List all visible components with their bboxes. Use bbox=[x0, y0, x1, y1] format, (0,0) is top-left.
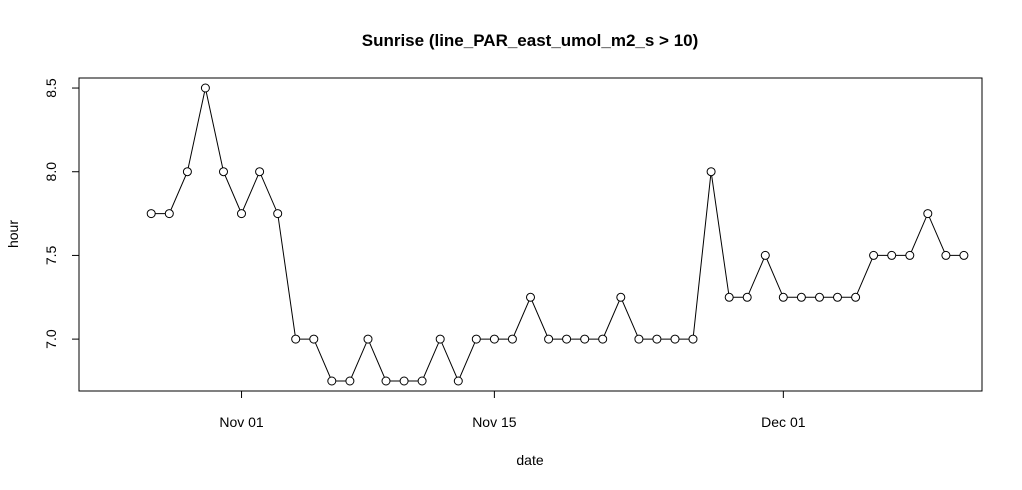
data-point bbox=[164, 209, 174, 219]
data-point bbox=[273, 209, 283, 219]
data-point bbox=[345, 376, 355, 386]
data-point bbox=[363, 334, 373, 344]
x-tick-label: Nov 15 bbox=[472, 414, 517, 430]
data-point bbox=[887, 250, 897, 260]
y-tick-label: 8.0 bbox=[43, 162, 59, 182]
data-point bbox=[507, 334, 517, 344]
x-axis-label: date bbox=[516, 452, 543, 468]
data-point bbox=[778, 292, 788, 302]
data-point bbox=[742, 292, 752, 302]
data-point bbox=[381, 376, 391, 386]
y-tick-label: 7.5 bbox=[43, 245, 59, 265]
y-tick-label: 8.5 bbox=[43, 78, 59, 98]
data-point bbox=[453, 376, 463, 386]
data-point bbox=[291, 334, 301, 344]
data-point bbox=[489, 334, 499, 344]
data-point bbox=[435, 334, 445, 344]
data-point bbox=[724, 292, 734, 302]
data-point bbox=[905, 250, 915, 260]
data-point bbox=[652, 334, 662, 344]
y-axis-label: hour bbox=[5, 220, 21, 248]
data-point bbox=[796, 292, 806, 302]
data-point bbox=[417, 376, 427, 386]
data-point bbox=[616, 292, 626, 302]
series-line bbox=[151, 87, 964, 383]
x-axis: Nov 01 Nov 15 Dec 01 bbox=[219, 390, 806, 430]
data-point bbox=[146, 209, 156, 219]
y-axis: 7.0 7.5 8.0 8.5 bbox=[43, 78, 80, 349]
data-point bbox=[869, 250, 879, 260]
data-point bbox=[851, 292, 861, 302]
data-point bbox=[941, 250, 951, 260]
data-point bbox=[237, 209, 246, 219]
data-point bbox=[959, 250, 969, 260]
data-point bbox=[219, 167, 228, 177]
chart-title: Sunrise (line_PAR_east_umol_m2_s > 10) bbox=[362, 31, 699, 50]
data-point bbox=[471, 334, 481, 344]
data-point bbox=[706, 167, 716, 177]
data-point bbox=[688, 334, 698, 344]
data-point bbox=[562, 334, 572, 344]
data-point bbox=[598, 334, 608, 344]
data-point bbox=[833, 292, 842, 302]
data-point bbox=[526, 292, 535, 302]
data-point bbox=[327, 376, 337, 386]
data-point bbox=[544, 334, 554, 344]
plot-frame bbox=[78, 77, 983, 392]
data-point bbox=[670, 334, 680, 344]
x-tick-label: Dec 01 bbox=[761, 414, 806, 430]
data-point bbox=[634, 334, 644, 344]
data-point bbox=[200, 83, 210, 93]
y-tick-label: 7.0 bbox=[43, 329, 59, 349]
data-point bbox=[309, 334, 319, 344]
data-point bbox=[815, 292, 824, 302]
data-point bbox=[255, 167, 265, 177]
data-point bbox=[580, 334, 590, 344]
data-point bbox=[760, 250, 770, 260]
series-points bbox=[146, 83, 969, 386]
data-point bbox=[399, 376, 409, 386]
x-tick-label: Nov 01 bbox=[219, 414, 264, 430]
data-point bbox=[923, 209, 933, 219]
data-point bbox=[182, 167, 192, 177]
